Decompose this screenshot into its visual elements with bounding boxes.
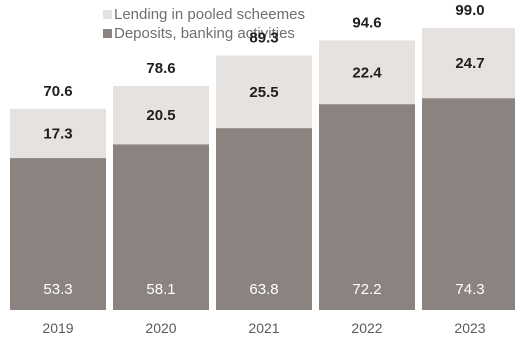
deposits-value-2023: 74.3 (455, 281, 484, 298)
x-tick-2022: 2022 (351, 320, 382, 336)
total-label-2022: 94.6 (352, 14, 381, 31)
bar-lending-2020 (113, 85, 209, 145)
bar-deposits-2022 (319, 104, 415, 310)
legend-label-0: Lending in pooled scheemes (114, 6, 305, 23)
total-label-2021: 89.3 (249, 29, 278, 46)
lending-value-2020: 20.5 (146, 107, 175, 124)
bar-lending-2023 (422, 27, 515, 99)
lending-value-2022: 22.4 (352, 64, 382, 81)
bars-group (10, 27, 515, 311)
deposits-value-2019: 53.3 (43, 281, 72, 298)
deposits-value-2020: 58.1 (146, 281, 175, 298)
lending-value-2021: 25.5 (249, 84, 278, 101)
x-tick-2023: 2023 (454, 320, 485, 336)
total-label-2020: 78.6 (146, 60, 175, 77)
legend-label-1: Deposits, banking activities (114, 25, 295, 42)
total-label-2023: 99.0 (455, 2, 484, 19)
x-tick-2020: 2020 (145, 320, 176, 336)
bar-lending-2021 (216, 55, 312, 129)
bar-lending-2019 (10, 108, 106, 159)
deposits-value-2021: 63.8 (249, 281, 278, 298)
bar-deposits-2020 (113, 144, 209, 310)
legend-swatch-1 (103, 29, 112, 38)
lending-value-2023: 24.7 (455, 55, 484, 72)
x-tick-2021: 2021 (248, 320, 279, 336)
data-labels-group: 70.6 17.3 53.3 78.6 20.5 58.1 89.3 25.5 63.8 94.6… (43, 2, 484, 298)
bar-deposits-2023 (422, 98, 515, 311)
bar-deposits-2019 (10, 158, 106, 310)
legend-swatch-0 (103, 10, 112, 19)
total-label-2019: 70.6 (43, 83, 72, 100)
x-axis-ticks: 2019 2020 2021 2022 2023 (42, 320, 485, 336)
chart-legend: Lending in pooled scheemes Deposits, bank… (103, 6, 305, 42)
bar-deposits-2021 (216, 128, 312, 310)
x-tick-2019: 2019 (42, 320, 73, 336)
deposits-value-2022: 72.2 (352, 281, 381, 298)
lending-value-2019: 17.3 (43, 125, 72, 142)
bar-lending-2022 (319, 40, 415, 105)
